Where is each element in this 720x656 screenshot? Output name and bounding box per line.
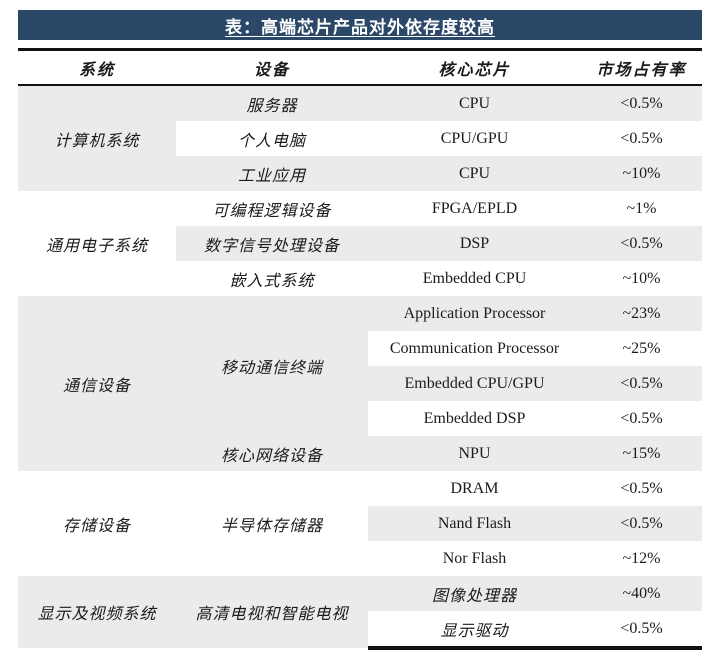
share-cell: <0.5% [581,85,702,121]
share-cell: ~10% [581,261,702,296]
table-row: 数字信号处理设备 DSP <0.5% [18,226,702,261]
table-title-bar: 表：高端芯片产品对外依存度较高 [18,10,702,40]
device-cell: 服务器 [176,85,368,121]
table-title: 表：高端芯片产品对外依存度较高 [225,17,495,37]
system-cell: 通信设备 [18,296,176,471]
device-cell: 半导体存储器 [176,471,368,576]
col-header-system: 系统 [18,48,176,86]
table-row: Communication Processor ~25% [18,331,702,366]
col-header-core-chip: 核心芯片 [368,48,581,86]
chip-cell: CPU [368,85,581,121]
table-row: 计算机系统 服务器 CPU <0.5% [18,85,702,191]
share-cell: ~25% [581,331,702,366]
share-cell: <0.5% [581,226,702,261]
chip-cell: Communication Processor [368,331,581,366]
table-row: 显示驱动 <0.5% [18,611,702,650]
chip-cell: 图像处理器 [368,576,581,611]
table-row: 通信设备 移动通信终端 Application Processor ~23% [18,296,702,471]
col-header-device: 设备 [176,48,368,86]
chip-cell: Embedded DSP [368,401,581,436]
chip-cell: 显示驱动 [368,611,581,650]
table-row: 存储设备 半导体存储器 DRAM <0.5% [18,471,702,576]
table-row: Embedded CPU/GPU <0.5% [18,366,702,401]
share-cell: <0.5% [581,401,702,436]
table-row: Embedded DSP <0.5% [18,401,702,436]
table-row: 个人电脑 CPU/GPU <0.5% [18,121,702,156]
table-row: Nand Flash <0.5% [18,506,702,541]
share-cell: ~10% [581,156,702,191]
system-cell: 通用电子系统 [18,191,176,296]
chip-cell: Nor Flash [368,541,581,576]
col-header-market-share: 市场占有率 [581,48,702,86]
device-cell: 工业应用 [176,156,368,191]
device-cell: 嵌入式系统 [176,261,368,296]
chip-cell: Nand Flash [368,506,581,541]
share-cell: <0.5% [581,506,702,541]
device-cell: 可编程逻辑设备 [176,191,368,226]
chip-cell: Embedded CPU [368,261,581,296]
share-cell: ~23% [581,296,702,331]
system-cell: 显示及视频系统 [18,576,176,648]
share-cell: ~15% [581,436,702,471]
share-cell: <0.5% [581,471,702,506]
table-row: Nor Flash ~12% [18,541,702,576]
chip-cell: DRAM [368,471,581,506]
chip-cell: DSP [368,226,581,261]
device-cell: 高清电视和智能电视 [176,576,368,648]
chip-cell: Application Processor [368,296,581,331]
share-cell: ~12% [581,541,702,576]
share-cell: <0.5% [581,611,702,650]
device-cell: 数字信号处理设备 [176,226,368,261]
chip-cell: CPU [368,156,581,191]
share-cell: <0.5% [581,366,702,401]
system-cell: 计算机系统 [18,85,176,191]
table-row: 显示及视频系统 高清电视和智能电视 图像处理器 ~40% [18,576,702,648]
table-row: 嵌入式系统 Embedded CPU ~10% [18,261,702,296]
table-row: 核心网络设备 NPU ~15% [18,436,702,471]
share-cell: ~1% [581,191,702,226]
device-cell: 个人电脑 [176,121,368,156]
header-row: 系统 设备 核心芯片 市场占有率 [18,48,702,86]
device-cell: 移动通信终端 [176,296,368,436]
system-cell: 存储设备 [18,471,176,576]
table-row: 工业应用 CPU ~10% [18,156,702,191]
chip-cell: Embedded CPU/GPU [368,366,581,401]
chip-cell: FPGA/EPLD [368,191,581,226]
chip-cell: CPU/GPU [368,121,581,156]
chip-cell: NPU [368,436,581,471]
share-cell: ~40% [581,576,702,611]
device-cell: 核心网络设备 [176,436,368,471]
share-cell: <0.5% [581,121,702,156]
chip-dependency-table: 系统 设备 核心芯片 市场占有率 计算机系统 服务器 CPU <0.5% 个人电… [18,48,702,650]
table-row: 通用电子系统 可编程逻辑设备 FPGA/EPLD ~1% [18,191,702,296]
